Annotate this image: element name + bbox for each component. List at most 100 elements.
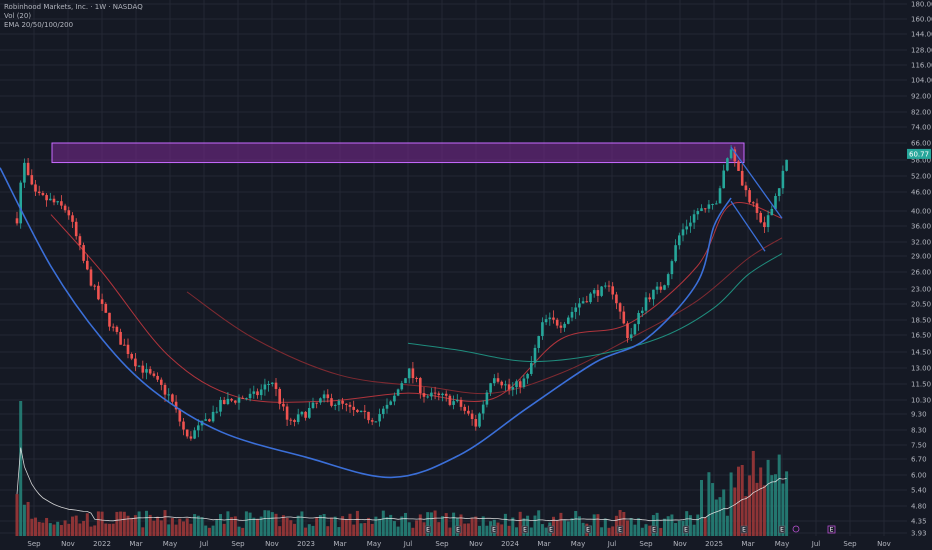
earnings-marker-box xyxy=(547,525,555,534)
price-tick-label: 46.00 xyxy=(911,189,931,197)
candle-body xyxy=(463,406,466,411)
candle-body xyxy=(456,399,459,402)
volume-bar xyxy=(622,511,626,536)
candle-body xyxy=(644,297,648,311)
time-tick-label: 2025 xyxy=(705,540,723,548)
price-tick-label: 92.00 xyxy=(911,93,931,101)
volume-bar xyxy=(422,522,426,536)
volume-bar xyxy=(111,523,115,536)
volume-bar xyxy=(104,523,108,536)
volume-bar xyxy=(729,472,733,536)
volume-bar xyxy=(100,511,104,536)
candle-body xyxy=(308,408,311,418)
volume-bar xyxy=(592,514,596,536)
candle-body xyxy=(337,400,341,405)
candle-body xyxy=(678,235,681,246)
volume-bar xyxy=(392,521,396,536)
volume-bar xyxy=(89,526,93,536)
candle-body xyxy=(352,406,355,410)
time-tick-label: May xyxy=(571,540,585,548)
volume-bar xyxy=(285,517,289,536)
candle-body xyxy=(30,175,34,185)
candle-body xyxy=(770,208,774,216)
candle-body xyxy=(56,201,59,203)
candle-body xyxy=(274,382,278,389)
price-tick-label: 8.30 xyxy=(911,427,927,435)
price-tick-label: 36.00 xyxy=(911,223,931,231)
candle-body xyxy=(648,297,651,300)
volume-bar xyxy=(45,517,49,536)
candle-body xyxy=(256,391,259,396)
candle-body xyxy=(285,406,289,420)
candle-body xyxy=(330,398,333,406)
time-tick-label: Nov xyxy=(673,540,687,548)
volume-bar xyxy=(67,523,71,536)
candle-body xyxy=(322,394,326,399)
price-tick-label: 128.00 xyxy=(911,47,932,55)
volume-indicator-label[interactable]: Vol (20) xyxy=(4,12,32,20)
candle-body xyxy=(433,392,437,394)
volume-bar xyxy=(574,510,578,536)
time-tick-label: Sep xyxy=(843,540,857,548)
candle-body xyxy=(729,149,733,159)
candle-body xyxy=(189,436,193,439)
volume-bar xyxy=(174,524,178,536)
candle-body xyxy=(604,285,607,287)
earnings-marker-letter: E xyxy=(780,527,784,534)
volume-bar xyxy=(737,466,740,536)
volume-bar xyxy=(289,520,293,536)
candle-body xyxy=(367,411,370,421)
volume-bar xyxy=(626,520,629,536)
time-tick-label: Nov xyxy=(469,540,483,548)
volume-bar xyxy=(659,527,663,536)
volume-bar xyxy=(207,527,211,536)
volume-bar xyxy=(544,527,548,536)
earnings-marker-box xyxy=(650,525,658,534)
candle-body xyxy=(171,394,174,402)
candle-body xyxy=(430,392,433,397)
symbol-title[interactable]: Robinhood Markets, Inc. · 1W · NASDAQ xyxy=(4,3,143,11)
candle-body xyxy=(60,201,63,206)
volume-bar xyxy=(82,520,86,536)
candle-body xyxy=(204,419,207,421)
candle-body xyxy=(563,323,566,328)
volume-bar xyxy=(137,511,141,536)
volume-bar xyxy=(777,454,781,536)
volume-bar xyxy=(63,520,67,536)
candle-body xyxy=(293,420,296,422)
candle-body xyxy=(345,403,348,405)
volume-bar xyxy=(485,525,489,536)
volume-bar xyxy=(341,516,345,536)
volume-bar xyxy=(259,516,263,536)
candle-body xyxy=(226,398,230,405)
volume-bar xyxy=(674,523,678,536)
ema-indicator-label[interactable]: EMA 20/50/100/200 xyxy=(4,21,74,29)
time-axis[interactable]: Sep Nov 2022 Mar May Jul Sep Nov 2023 Mar May Jul Se… xyxy=(27,540,890,548)
volume-bar xyxy=(529,527,533,536)
volume-bar xyxy=(781,483,785,536)
volume-bar xyxy=(159,520,163,536)
volume-bar xyxy=(407,522,411,536)
volume-bar xyxy=(37,521,41,536)
ema100-line xyxy=(407,253,783,363)
volume-bar xyxy=(352,524,356,536)
candle-body xyxy=(393,395,396,402)
volume-bar xyxy=(148,514,152,536)
volume-bar xyxy=(293,523,296,536)
candle-body xyxy=(404,378,407,384)
volume-bar xyxy=(355,510,359,536)
price-tick-label: 58.00 xyxy=(911,157,931,165)
volume-bar xyxy=(740,465,744,536)
volume-bar xyxy=(618,510,622,536)
volume-bar xyxy=(385,517,389,536)
price-tick-label: 26.00 xyxy=(911,269,931,277)
candle-body xyxy=(333,404,337,406)
candle-body xyxy=(500,381,503,386)
volume-bar xyxy=(489,521,493,536)
candle-body xyxy=(737,161,740,171)
candle-body xyxy=(481,404,485,414)
candle-body xyxy=(703,208,707,210)
price-tick-label: 160.00 xyxy=(911,16,932,24)
price-axis[interactable]: 180.00 160.00 144.00 128.00 116.00 104.00 92.0… xyxy=(911,1,932,538)
